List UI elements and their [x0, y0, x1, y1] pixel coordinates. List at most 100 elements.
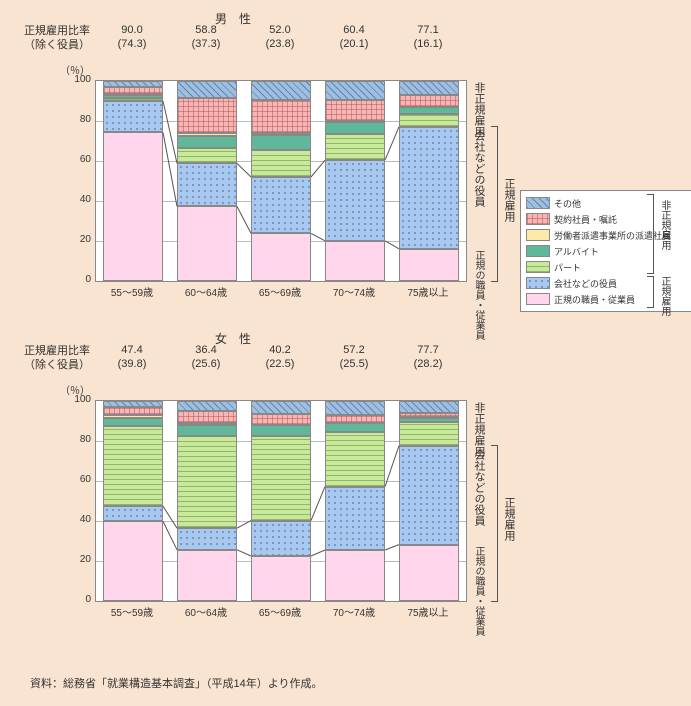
bar-segment-regular_staff: [177, 550, 237, 601]
stacked-bar: [103, 401, 163, 601]
bar-segment-company_officer: [177, 528, 237, 550]
bar-segment-contract: [103, 87, 163, 94]
bar-segment-company_officer: [103, 506, 163, 521]
bar-segment-company_officer: [325, 160, 385, 241]
bar-segment-other: [325, 81, 385, 100]
chart-plot-area: [95, 400, 467, 602]
bar-segment-arbeit: [325, 423, 385, 432]
bar-segment-contract: [399, 95, 459, 106]
legend-group-regular: 正規雇用: [657, 276, 672, 316]
legend-swatch: [526, 213, 550, 225]
legend-label: 会社などの役員: [554, 277, 617, 290]
bar-segment-other: [399, 401, 459, 413]
legend-swatch: [526, 229, 550, 241]
bar-segment-regular_staff: [325, 241, 385, 281]
y-tick-label: 0: [63, 274, 91, 285]
ratio-row-secondary: (39.8)(25.6)(22.5)(25.5)(28.2): [95, 358, 465, 370]
y-tick-label: 40: [63, 514, 91, 525]
bar-segment-contract: [325, 100, 385, 121]
y-tick-label: 80: [63, 434, 91, 445]
bar-segment-arbeit: [399, 107, 459, 114]
bar-segment-contract: [251, 414, 311, 425]
bar-segment-contract: [177, 411, 237, 423]
source-note: 資料：総務省「就業構造基本調査」（平成14年）より作成。: [30, 675, 323, 691]
stacked-bar: [399, 81, 459, 281]
bar-segment-company_officer: [251, 177, 311, 233]
side-label-regular: 正規雇用: [501, 497, 517, 541]
y-tick-label: 20: [63, 234, 91, 245]
bar-segment-other: [103, 401, 163, 407]
bar-segment-company_officer: [251, 521, 311, 556]
legend-label: 契約社員・嘱託: [554, 213, 617, 226]
bar-segment-other: [177, 81, 237, 98]
bar-segment-contract: [177, 98, 237, 133]
bar-segment-dispatched: [103, 415, 163, 418]
bar-segment-other: [251, 401, 311, 414]
x-tick-label: 65～69歳: [243, 284, 317, 299]
stacked-bar: [325, 81, 385, 281]
legend-swatch: [526, 277, 550, 289]
bar-segment-part: [325, 432, 385, 486]
bar-segment-company_officer: [103, 101, 163, 132]
bar-segment-arbeit: [251, 135, 311, 150]
bar-segment-other: [251, 81, 311, 100]
y-tick-label: 100: [63, 394, 91, 405]
bar-segment-other: [325, 401, 385, 415]
bar-segment-regular_staff: [325, 550, 385, 601]
bar-segment-part: [325, 134, 385, 160]
bracket-regular: [491, 126, 498, 282]
bar-segment-part: [103, 98, 163, 101]
bar-segment-company_officer: [399, 446, 459, 545]
y-tick-label: 60: [63, 474, 91, 485]
bar-segment-other: [177, 401, 237, 411]
ratio-row-header: 正規雇用比率（除く役員）: [10, 24, 90, 53]
stacked-bar: [399, 401, 459, 601]
bar-segment-arbeit: [251, 425, 311, 436]
bar-segment-part: [177, 148, 237, 163]
stacked-bar: [251, 81, 311, 281]
y-tick-label: 60: [63, 154, 91, 165]
y-tick-label: 20: [63, 554, 91, 565]
ratio-row-primary: 90.058.852.060.477.1: [95, 24, 465, 36]
y-tick-label: 0: [63, 594, 91, 605]
x-tick-label: 55～59歳: [95, 284, 169, 299]
bar-segment-regular_staff: [177, 206, 237, 281]
bar-segment-part: [177, 436, 237, 528]
side-label-officer: 会社などの役員: [471, 130, 487, 207]
ratio-row-primary: 47.436.440.257.277.7: [95, 344, 465, 356]
bar-segment-regular_staff: [251, 556, 311, 601]
x-tick-label: 65～69歳: [243, 604, 317, 619]
bracket-regular: [491, 445, 498, 602]
bar-segment-dispatched: [177, 133, 237, 136]
bar-segment-arbeit: [399, 418, 459, 423]
stacked-bar: [251, 401, 311, 601]
bar-segment-company_officer: [325, 487, 385, 550]
bar-segment-regular_staff: [103, 132, 163, 281]
bar-segment-arbeit: [103, 418, 163, 426]
x-tick-label: 70～74歳: [317, 604, 391, 619]
legend-item-part: パート: [526, 260, 686, 274]
x-tick-label: 75歳以上: [391, 604, 465, 619]
bar-segment-contract: [251, 100, 311, 133]
bar-segment-contract: [399, 413, 459, 418]
stacked-bar: [177, 401, 237, 601]
bar-segment-regular_staff: [399, 249, 459, 281]
legend-label: 正規の職員・従業員: [554, 293, 635, 306]
bar-segment-arbeit: [103, 95, 163, 98]
legend-group-nonregular: 非正規雇用: [657, 200, 672, 250]
stacked-bar: [325, 401, 385, 601]
legend-bracket-regular: [647, 276, 654, 308]
side-label-regular: 正規雇用: [501, 178, 517, 222]
legend-bracket-nonregular: [647, 194, 654, 274]
bar-segment-other: [103, 81, 163, 87]
side-label-nonregular: 非正規雇用: [471, 82, 487, 137]
bar-segment-company_officer: [399, 127, 459, 249]
side-label-officer: 会社などの役員: [471, 449, 487, 526]
x-tick-label: 70～74歳: [317, 284, 391, 299]
bar-segment-contract: [103, 407, 163, 415]
x-tick-label: 60～64歳: [169, 284, 243, 299]
bar-segment-regular_staff: [399, 545, 459, 601]
chart-plot-area: [95, 80, 467, 282]
legend-swatch: [526, 293, 550, 305]
bar-segment-dispatched: [251, 133, 311, 135]
